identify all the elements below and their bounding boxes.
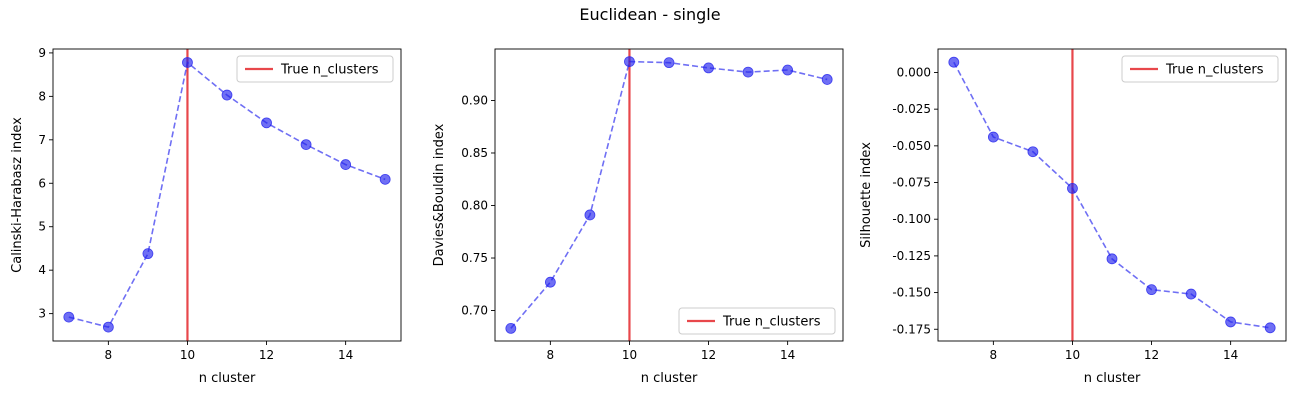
data-point: [544, 276, 556, 288]
x-tick-label: 8: [547, 348, 555, 362]
y-tick-label: 0.80: [461, 199, 488, 213]
y-tick-label: 0.000: [897, 65, 931, 79]
data-point: [63, 311, 75, 323]
data-point: [703, 62, 714, 74]
plot-frame: [52, 48, 402, 342]
legend: True n_clusters: [678, 307, 836, 335]
y-tick-label: -0.150: [892, 286, 931, 300]
x-tick-label: 10: [622, 348, 637, 362]
y-tick-label: 0.70: [461, 304, 488, 318]
data-point: [182, 57, 193, 68]
y-tick-label: -0.125: [892, 249, 931, 263]
x-tick-label: 12: [259, 348, 274, 362]
y-tick-label: -0.025: [892, 102, 931, 116]
y-tick-label: -0.075: [892, 176, 931, 190]
data-point: [987, 131, 999, 143]
data-point: [821, 74, 833, 85]
data-point: [1146, 284, 1157, 296]
data-point: [1067, 182, 1078, 194]
x-axis-label: n cluster: [1084, 371, 1141, 386]
data-point: [300, 139, 312, 150]
data-point: [505, 322, 517, 334]
y-axis-label: Davies&Bouldin index: [432, 123, 447, 266]
data-point: [782, 64, 794, 76]
data-point: [1225, 316, 1237, 328]
legend-box: [678, 307, 836, 335]
figure-title: Euclidean - single: [579, 5, 721, 24]
y-tick-label: 8: [38, 89, 46, 103]
series-line: [68, 61, 386, 329]
y-tick-label: 7: [38, 133, 46, 147]
data-point: [1264, 322, 1276, 334]
x-axis-label: n cluster: [641, 371, 698, 386]
data-point: [742, 66, 754, 78]
legend-box: [236, 55, 394, 83]
series-line: [510, 60, 828, 329]
legend: True n_clusters: [236, 55, 394, 83]
x-tick-label: 14: [338, 348, 353, 362]
y-tick-label: -0.175: [892, 322, 931, 336]
x-tick-label: 10: [180, 348, 195, 362]
x-tick-label: 10: [1065, 348, 1080, 362]
y-axis-label: Calinski-Harabasz index: [10, 117, 25, 273]
x-tick-label: 8: [990, 348, 998, 362]
x-tick-label: 14: [780, 348, 795, 362]
plot-frame: [937, 48, 1287, 342]
y-tick-label: 0.85: [461, 146, 488, 160]
y-tick-label: -0.100: [892, 212, 931, 226]
data-point: [102, 321, 114, 333]
chart-1: 8 10 12 14 3 4 5 6 7 8 9 n cluster Calinski-Harabasz…: [10, 46, 402, 386]
y-tick-label: 0.75: [461, 251, 488, 265]
data-point: [624, 56, 635, 68]
plot-frame: [494, 48, 844, 342]
y-tick-label: 9: [38, 46, 46, 60]
data-point: [340, 159, 352, 170]
data-point: [663, 57, 675, 69]
chart-2: 8 10 12 14 0.70 0.75 0.80 0.85 0.90 n cluster Davi…: [432, 48, 844, 386]
y-tick-label: 0.90: [461, 93, 488, 107]
data-point: [584, 209, 596, 221]
data-point: [221, 89, 233, 101]
y-tick-label: 4: [38, 263, 46, 277]
x-tick-label: 14: [1223, 348, 1238, 362]
y-axis-label: Silhouette index: [859, 142, 874, 248]
legend-label: True n_clusters: [1165, 63, 1264, 78]
series-line: [953, 61, 1271, 329]
legend: True n_clusters: [1121, 55, 1279, 83]
legend-label: True n_clusters: [722, 315, 821, 330]
legend-box: [1121, 55, 1279, 83]
data-point: [261, 117, 272, 129]
y-tick-label: 3: [38, 307, 46, 321]
x-tick-label: 12: [701, 348, 716, 362]
y-tick-label: 6: [38, 176, 46, 190]
y-tick-label: 5: [38, 220, 46, 234]
data-point: [142, 248, 154, 260]
chart-3: 8 10 12 14 0.000 -0.025 -0.050 -0.075 -0.100 -0.1…: [859, 48, 1287, 386]
x-axis-label: n cluster: [199, 371, 256, 386]
x-tick-label: 8: [105, 348, 113, 362]
data-point: [379, 173, 391, 185]
x-tick-label: 12: [1144, 348, 1159, 362]
legend-label: True n_clusters: [280, 63, 379, 78]
data-point: [1185, 288, 1197, 300]
data-point: [948, 56, 960, 68]
data-point: [1106, 253, 1118, 265]
y-tick-label: -0.050: [892, 139, 931, 153]
data-point: [1027, 146, 1039, 158]
